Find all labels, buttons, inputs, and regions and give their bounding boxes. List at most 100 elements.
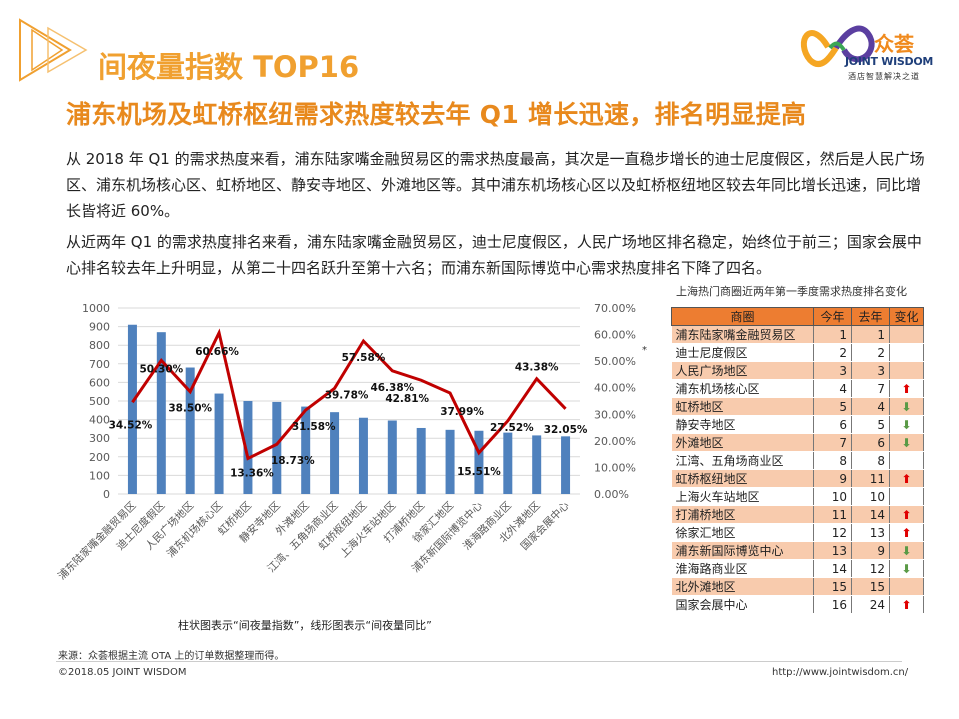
y-left-tick-label: 0 (103, 488, 110, 501)
rank-this-year: 2 (813, 343, 852, 362)
district-name: 虹桥地区 (671, 397, 814, 416)
district-name: 浦东陆家嘴金融贸易区 (671, 325, 814, 344)
rank-this-year: 3 (813, 361, 852, 380)
rank-last-year: 9 (851, 541, 890, 560)
arrow-down-icon: ⬇ (901, 399, 912, 414)
nights-index-chart: 0 100 200 300 400 500 600 700 800 900 1000 0.00% 10.… (55, 302, 647, 582)
copyright: ©2018.05 JOINT WISDOM (58, 667, 187, 678)
district-name: 外滩地区 (671, 433, 814, 452)
bar (445, 429, 455, 494)
logo-tagline: 酒店智慧解决之道 (848, 72, 920, 81)
rank-this-year: 7 (813, 433, 852, 452)
line-data-label: 13.36% (230, 468, 274, 480)
district-name: 徐家汇地区 (671, 523, 814, 542)
logo-chinese: 众荟 (874, 32, 914, 56)
bar (156, 332, 166, 494)
rank-this-year: 12 (813, 523, 852, 542)
bar (301, 406, 311, 494)
rank-last-year: 5 (851, 415, 890, 434)
header-last-year: 去年 (851, 307, 890, 326)
arrow-down-icon: ⬇ (901, 561, 912, 576)
district-name: 静安寺地区 (671, 415, 814, 434)
rank-last-year: 1 (851, 325, 890, 344)
line-data-label: 50.30% (139, 363, 183, 375)
joint-wisdom-logo: 众荟 JOINT WISDOM 酒店智慧解决之道 (800, 20, 935, 90)
line-data-label: 32.05% (544, 424, 588, 436)
rank-this-year: 15 (813, 577, 852, 596)
rank-this-year: 4 (813, 379, 852, 398)
rank-last-year: 14 (851, 505, 890, 524)
district-name: 上海火车站地区 (671, 487, 814, 506)
table-row: 迪士尼度假区 2 2 (671, 343, 924, 362)
rank-change: ⬇ (889, 541, 924, 560)
district-name: 北外滩地区 (671, 577, 814, 596)
district-name: 人民广场地区 (671, 361, 814, 380)
line-data-label: 18.73% (271, 455, 315, 467)
arrow-up-icon: ⬆ (901, 381, 912, 396)
table-row: 虹桥地区 5 4 ⬇ (671, 397, 924, 416)
rank-change: ⬇ (889, 397, 924, 416)
rank-last-year: 10 (851, 487, 890, 506)
y-right-tick-label: 10.00% (594, 461, 636, 474)
table-row: 国家会展中心 16 24 ⬆ (671, 595, 924, 614)
rank-last-year: 11 (851, 469, 890, 488)
bar (358, 417, 368, 494)
table-row: 淮海路商业区 14 12 ⬇ (671, 559, 924, 578)
line-data-label: 27.52% (490, 422, 534, 434)
table-row: 外滩地区 7 6 ⬇ (671, 433, 924, 452)
table-row: 人民广场地区 3 3 (671, 361, 924, 380)
district-name: 浦东机场核心区 (671, 379, 814, 398)
paragraph-2: 从近两年 Q1 的需求热度排名来看，浦东陆家嘴金融贸易区，迪士尼度假区，人民广场… (66, 233, 922, 277)
y-right-tick-label: 60.00% (594, 329, 636, 342)
y-right-tick-label: 0.00% (594, 488, 629, 501)
rank-this-year: 5 (813, 397, 852, 416)
line-data-label: 39.78% (325, 389, 369, 401)
bar (416, 427, 426, 494)
rank-last-year: 2 (851, 343, 890, 362)
rank-this-year: 6 (813, 415, 852, 434)
page-title: 间夜量指数 TOP16 (98, 50, 360, 84)
line-data-label: 31.58% (292, 421, 336, 433)
bar (474, 430, 484, 494)
rank-change (889, 343, 924, 362)
arrow-up-icon: ⬆ (901, 471, 912, 486)
website-link[interactable]: http://www.jointwisdom.cn/ (772, 667, 909, 678)
rank-this-year: 14 (813, 559, 852, 578)
line-data-label: 42.81% (385, 393, 429, 405)
line-data-label: 34.52% (109, 419, 153, 431)
chart-caption: 柱状图表示“间夜量指数”，线形图表示“间夜量同比” (178, 619, 432, 632)
district-name: 虹桥枢纽地区 (671, 469, 814, 488)
header-change: 变化 (889, 307, 924, 326)
line-data-label: 60.66% (195, 346, 239, 358)
bar (185, 367, 195, 494)
table-row: 北外滩地区 15 15 (671, 577, 924, 596)
table-title: 上海热门商圈近两年第一季度需求热度排名变化 (676, 285, 907, 298)
district-name: 迪士尼度假区 (671, 343, 814, 362)
footer-divider (56, 661, 902, 662)
line-data-label: 43.38% (515, 362, 559, 374)
rank-last-year: 12 (851, 559, 890, 578)
table-row: 徐家汇地区 12 13 ⬆ (671, 523, 924, 542)
arrow-up-icon: ⬆ (901, 507, 912, 522)
rank-this-year: 13 (813, 541, 852, 560)
rank-last-year: 6 (851, 433, 890, 452)
rank-last-year: 4 (851, 397, 890, 416)
source-note: 来源：众荟根据主流 OTA 上的订单数据整理而得。 (58, 651, 285, 662)
table-row: 浦东陆家嘴金融贸易区 1 1 (671, 325, 924, 344)
y-left-tick-label: 400 (89, 414, 110, 427)
y-left-tick-label: 800 (89, 339, 110, 352)
rank-this-year: 11 (813, 505, 852, 524)
line-data-label: 38.50% (168, 403, 212, 415)
rank-change (889, 451, 924, 470)
rank-change: ⬇ (889, 415, 924, 434)
table-row: 虹桥枢纽地区 9 11 ⬆ (671, 469, 924, 488)
bar (532, 435, 542, 494)
arrow-up-icon: ⬆ (901, 525, 912, 540)
bar (127, 324, 137, 494)
table-row: 江湾、五角场商业区 8 8 (671, 451, 924, 470)
paragraph-1: 从 2018 年 Q1 的需求热度来看，浦东陆家嘴金融贸易区的需求热度最高，其次… (66, 150, 925, 220)
rank-this-year: 9 (813, 469, 852, 488)
bar (214, 393, 224, 494)
rank-last-year: 13 (851, 523, 890, 542)
y-right-tick-label: 70.00% (594, 302, 636, 315)
